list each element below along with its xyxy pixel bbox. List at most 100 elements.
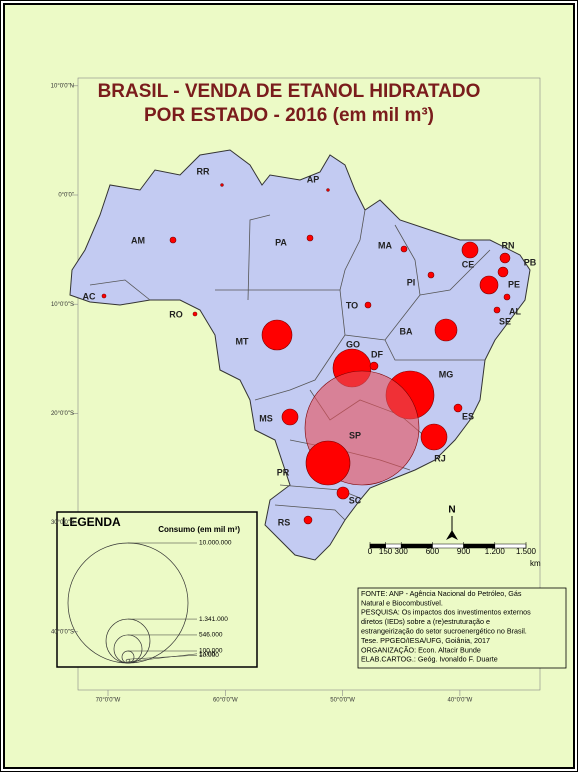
legend-leader bbox=[127, 654, 198, 660]
consumption-bubble bbox=[169, 236, 177, 244]
scale-label: 0 bbox=[368, 547, 373, 556]
legend-size-label: 100.000 bbox=[199, 648, 223, 655]
border bbox=[215, 209, 366, 291]
border bbox=[339, 224, 421, 341]
consumption-bubble bbox=[303, 515, 313, 525]
legend-box bbox=[56, 511, 258, 668]
state-label: MG bbox=[439, 369, 454, 379]
state-label: RS bbox=[278, 517, 291, 527]
state-label: MS bbox=[259, 413, 273, 423]
state-label: RN bbox=[502, 240, 515, 250]
border bbox=[89, 279, 151, 301]
legend-size-label: 1.000 bbox=[199, 651, 216, 658]
consumption-bubble bbox=[503, 293, 511, 301]
state-label: AL bbox=[509, 306, 521, 316]
source-line: diretos (IEDs) sobre a (re)estruturação … bbox=[361, 617, 490, 626]
source-line: estrangeirização do setor sucroenergétic… bbox=[361, 627, 527, 636]
consumption-bubble bbox=[427, 271, 435, 279]
state-label: MA bbox=[378, 240, 392, 250]
consumption-bubble bbox=[434, 318, 458, 342]
legend-circle bbox=[127, 661, 129, 664]
arrow-shape bbox=[446, 530, 458, 540]
source-box bbox=[357, 587, 567, 669]
consumption-bubble bbox=[306, 234, 314, 242]
state-label: SC bbox=[349, 495, 362, 505]
border bbox=[274, 504, 346, 521]
scale-label: 1.200 bbox=[485, 547, 506, 556]
graticule-frame bbox=[77, 77, 541, 691]
scale-label: 300 bbox=[395, 547, 409, 556]
source-line: Tese. PPGEO/IESA/UFG, Goiânia, 2017 bbox=[361, 636, 490, 645]
state-label: AM bbox=[131, 235, 145, 245]
consumption-bubble bbox=[479, 275, 499, 295]
state-label: PR bbox=[277, 467, 290, 477]
lat-tick-label: 30°0'0"S bbox=[51, 520, 74, 526]
title-line: BRASIL - VENDA DE ETANOL HIDRATADO bbox=[98, 81, 481, 102]
lon-tick-label: 60°0'0"W bbox=[213, 698, 238, 704]
legend-size-label: 10.000.000 bbox=[199, 540, 232, 547]
brazil-outline bbox=[69, 149, 531, 561]
lat-tick-label: 0°0'0" bbox=[58, 193, 74, 199]
state-label: SE bbox=[499, 316, 511, 326]
lon-tick-label: 40°0'0"W bbox=[448, 698, 473, 704]
consumption-bubble bbox=[326, 188, 330, 192]
scale-label: 1.500 bbox=[516, 547, 537, 556]
scale-unit: km bbox=[530, 559, 541, 568]
border bbox=[419, 249, 491, 296]
lat-tick-label: 20°0'0"S bbox=[51, 411, 74, 417]
scale-label: 150 bbox=[379, 547, 393, 556]
lon-tick-label: 70°0'0"W bbox=[96, 698, 121, 704]
state-label: TO bbox=[346, 300, 358, 310]
title-line: POR ESTADO - 2016 (em mil m³) bbox=[144, 105, 434, 126]
consumption-bubble bbox=[497, 266, 509, 278]
state-label: PA bbox=[275, 237, 287, 247]
scale-label: 900 bbox=[457, 547, 471, 556]
consumption-bubble bbox=[101, 293, 107, 299]
consumption-bubble bbox=[261, 319, 293, 351]
source-line: ORGANIZAÇÃO: Econ. Altacir Bunde bbox=[361, 645, 481, 654]
state-label: AC bbox=[83, 291, 96, 301]
consumption-bubble bbox=[461, 241, 479, 259]
state-label: AP bbox=[307, 174, 320, 184]
consumption-bubble bbox=[364, 301, 372, 309]
consumption-bubble bbox=[336, 486, 350, 500]
state-label: DF bbox=[371, 349, 383, 359]
lat-tick-label: 40°0'0"S bbox=[51, 629, 74, 635]
consumption-bubble bbox=[493, 306, 501, 314]
border bbox=[247, 214, 271, 301]
legend-size-label: 1.341.000 bbox=[199, 616, 228, 623]
state-label: RJ bbox=[434, 453, 446, 463]
state-label: PB bbox=[524, 257, 537, 267]
legend-subtitle: Consumo (em mil m³) bbox=[158, 525, 240, 534]
scale-label: 600 bbox=[426, 547, 440, 556]
bubbles bbox=[101, 183, 511, 525]
north-label: N bbox=[448, 505, 455, 516]
lat-tick-label: 10°0'0"N bbox=[51, 83, 74, 89]
state-label: MT bbox=[236, 336, 249, 346]
consumption-bubble bbox=[369, 361, 379, 371]
border bbox=[384, 339, 485, 361]
consumption-bubble bbox=[420, 423, 448, 451]
lon-tick-label: 50°0'0"W bbox=[330, 698, 355, 704]
source-line: ELAB.CARTOG.: Geóg. Ivonaldo F. Duarte bbox=[361, 655, 498, 664]
state-label: PE bbox=[508, 279, 520, 289]
consumption-bubble bbox=[305, 440, 351, 486]
consumption-bubble bbox=[192, 311, 198, 317]
consumption-bubble bbox=[281, 408, 299, 426]
state-label: PI bbox=[407, 277, 416, 287]
state-label: RR bbox=[197, 166, 210, 176]
border bbox=[254, 334, 346, 401]
source-line: PESQUISA: Os impactos dos investimentos … bbox=[361, 608, 531, 617]
legend-size-label: 546.000 bbox=[199, 632, 223, 639]
consumption-bubble bbox=[400, 245, 408, 253]
source-line: FONTE: ANP - Agência Nacional do Petróle… bbox=[361, 589, 522, 598]
state-label: RO bbox=[169, 309, 183, 319]
source-line: Natural e Biocombustível. bbox=[361, 598, 443, 607]
consumption-bubble bbox=[499, 252, 511, 264]
state-label: CE bbox=[462, 259, 475, 269]
state-label: SP bbox=[349, 430, 361, 440]
north-arrow: N bbox=[446, 505, 458, 540]
state-label: BA bbox=[400, 326, 413, 336]
